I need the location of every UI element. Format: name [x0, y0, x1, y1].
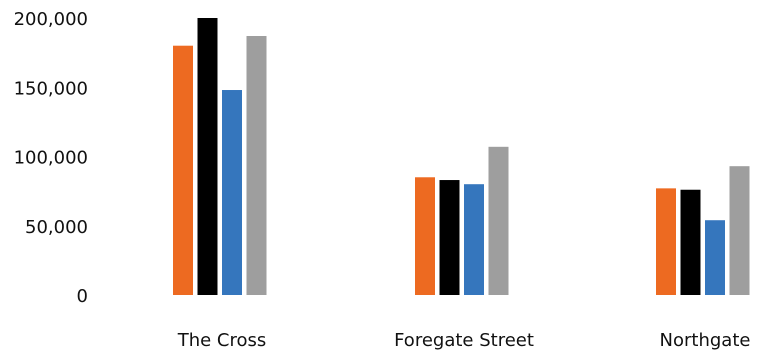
- y-tick-label: 50,000: [25, 217, 88, 238]
- y-tick-label: 150,000: [14, 78, 88, 99]
- bar: [415, 177, 435, 295]
- bar: [488, 146, 509, 295]
- bar: [246, 36, 267, 295]
- bar: [222, 90, 242, 296]
- y-tick-label: 100,000: [14, 148, 88, 169]
- y-tick-label: 0: [77, 286, 88, 307]
- bar: [729, 166, 750, 295]
- bar: [197, 18, 218, 295]
- bar: [173, 45, 193, 296]
- y-axis: 0 50,000 100,000 150,000 200,000: [14, 9, 88, 307]
- category-label: Foregate Street: [394, 330, 534, 351]
- bar: [439, 180, 460, 295]
- x-axis: The Cross Foregate Street Northgate: [177, 330, 751, 351]
- category-label: The Cross: [177, 330, 267, 351]
- bar: [705, 220, 725, 295]
- bar: [680, 189, 701, 295]
- y-tick-label: 200,000: [14, 9, 88, 30]
- bar: [464, 184, 484, 295]
- bar: [656, 188, 676, 295]
- bars: [173, 18, 750, 296]
- category-label: Northgate: [660, 330, 751, 351]
